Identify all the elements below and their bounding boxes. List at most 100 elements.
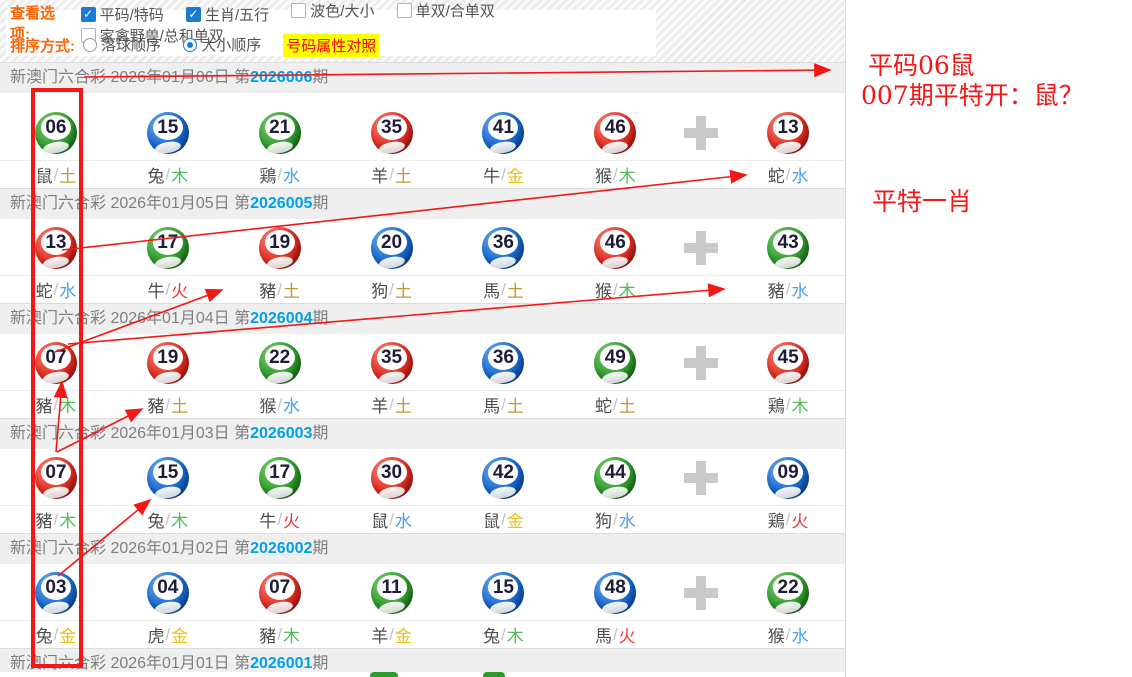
ball-cell: 13 [0,227,112,269]
checkbox-icon[interactable]: ✓ [185,6,201,22]
period-prefix: 第 [234,310,251,327]
zodiac-char: 兔 [147,512,165,531]
zodiac-label-cell: 豬 / 木 [0,392,112,417]
lottery-ball: 03 [34,572,77,614]
annotation-note-pingte: 平特一肖 [872,187,973,216]
element-char: 木 [171,167,189,186]
ball-cell: 15 [112,112,224,154]
element-char: 土 [618,397,636,416]
element-char: 土 [506,282,524,301]
lottery-ball: 04 [146,572,189,614]
zodiac-label-cell: 馬 / 土 [448,392,560,417]
ball-cell: 07 [224,572,336,614]
zodiac-char: 蛇 [594,397,612,416]
zodiac-label-cell: 豬 / 木 [0,507,112,532]
draws-list: 新澳门六合彩 2026年01月06日 第2026006期 06 15 21 35… [0,62,845,677]
slash-separator: / [389,279,394,299]
zodiac-label-cell: 豬 / 土 [224,277,336,302]
radio-icon[interactable] [183,37,198,52]
slash-separator: / [165,624,171,644]
element-char: 土 [283,282,301,301]
zodiac-label-cell: 兔 / 木 [112,507,224,532]
labels-row: 蛇 / 水 牛 / 火 豬 / 土 狗 / 土 馬 / 土 猴 / 木 豬 / 水 [0,275,845,303]
period-suffix: 期 [312,425,329,442]
zodiac-char: 羊 [371,627,389,646]
element-char: 土 [394,282,412,301]
lottery-name: 新澳门六合彩 [10,69,111,86]
zodiac-label-cell: 猴 / 木 [559,162,671,187]
next-row-peek-strip [0,672,845,677]
zodiac-label-cell: 羊 / 土 [336,392,448,417]
lottery-ball: 45 [767,342,810,384]
lottery-ball: 49 [594,342,637,384]
lottery-ball: 17 [258,457,301,499]
ball-cell: 48 [559,572,671,614]
element-char: 金 [506,167,524,186]
zodiac-label-cell: 豬 / 土 [112,392,224,417]
lottery-ball: 07 [34,342,77,384]
ball-cell: 04 [112,572,224,614]
plus-cell [671,342,731,384]
lottery-name: 新澳门六合彩 [10,655,111,672]
ball-number: 15 [157,462,179,483]
ball-cell: 07 [0,342,112,384]
lottery-ball: 46 [594,227,637,269]
checkbox-icon[interactable] [291,2,307,18]
slash-separator: / [389,509,394,529]
period-number: 2026002 [250,540,313,557]
lottery-ball: 13 [34,227,77,269]
ball-cell: 09 [731,457,845,499]
lottery-ball: 43 [767,227,810,269]
zodiac-char: 鶏 [767,397,785,416]
radio-icon[interactable] [83,37,97,52]
zodiac-char: 蛇 [35,282,53,301]
zodiac-label-cell: 豬 / 水 [731,277,845,302]
plus-cell [671,457,731,499]
labels-row: 鼠 / 土 兔 / 木 鶏 / 水 羊 / 土 牛 / 金 猴 / 木 蛇 / 水 [0,160,845,188]
slash-separator: / [501,164,506,184]
checkbox-option[interactable]: 波色/大小 [291,0,374,21]
element-char: 土 [394,397,412,416]
plus-icon [682,459,720,497]
checkbox-icon[interactable] [396,2,412,18]
radio-option[interactable]: 落球顺序 [83,34,161,55]
checkbox-label: 波色/大小 [310,2,375,20]
ball-cell: 35 [336,342,448,384]
checkbox-option[interactable]: ✓ 平码/特码 [80,4,164,25]
checkbox-icon[interactable]: ✓ [80,6,96,22]
slash-separator: / [501,624,506,644]
lottery-ball: 35 [370,112,413,154]
element-char: 金 [59,627,77,646]
draw-date: 2026年01月03日 [110,425,235,442]
slash-separator: / [501,279,506,299]
zodiac-label-cell: 虎 / 金 [112,622,224,647]
plus-cell [671,112,731,154]
ball-number: 36 [492,232,514,253]
slash-separator: / [277,624,283,644]
lottery-ball: 36 [482,342,525,384]
element-char: 火 [283,512,301,531]
annotation-note-prediction: 007期平特开：鼠？ [861,81,1084,110]
period-suffix: 期 [312,195,329,212]
next-row-ball-peek [370,672,398,677]
zodiac-char: 鼠 [371,512,389,531]
checkbox-option[interactable]: ✓ 生肖/五行 [185,4,269,25]
slash-separator: / [277,394,283,414]
ball-cell: 44 [559,457,671,499]
zodiac-label-cell: 蛇 / 水 [731,162,845,187]
checkbox-option[interactable]: 单双/合单双 [396,0,495,21]
lottery-ball: 20 [370,227,413,269]
radio-option[interactable]: 大小顺序 [183,34,261,55]
ball-number: 45 [777,347,799,368]
element-char: 木 [506,627,524,646]
draw-date: 2026年01月04日 [110,310,235,327]
period-number: 2026003 [250,425,313,442]
number-attribute-compare-link[interactable]: 号码属性对照 [283,33,380,57]
element-char: 火 [791,512,809,531]
element-char: 木 [171,512,189,531]
balls-row: 07 15 17 30 42 44 09 [0,449,845,505]
ball-number: 04 [157,577,179,598]
zodiac-label-cell: 牛 / 火 [224,507,336,532]
period-number: 2026001 [250,655,313,672]
zodiac-label-cell: 猴 / 木 [559,277,671,302]
